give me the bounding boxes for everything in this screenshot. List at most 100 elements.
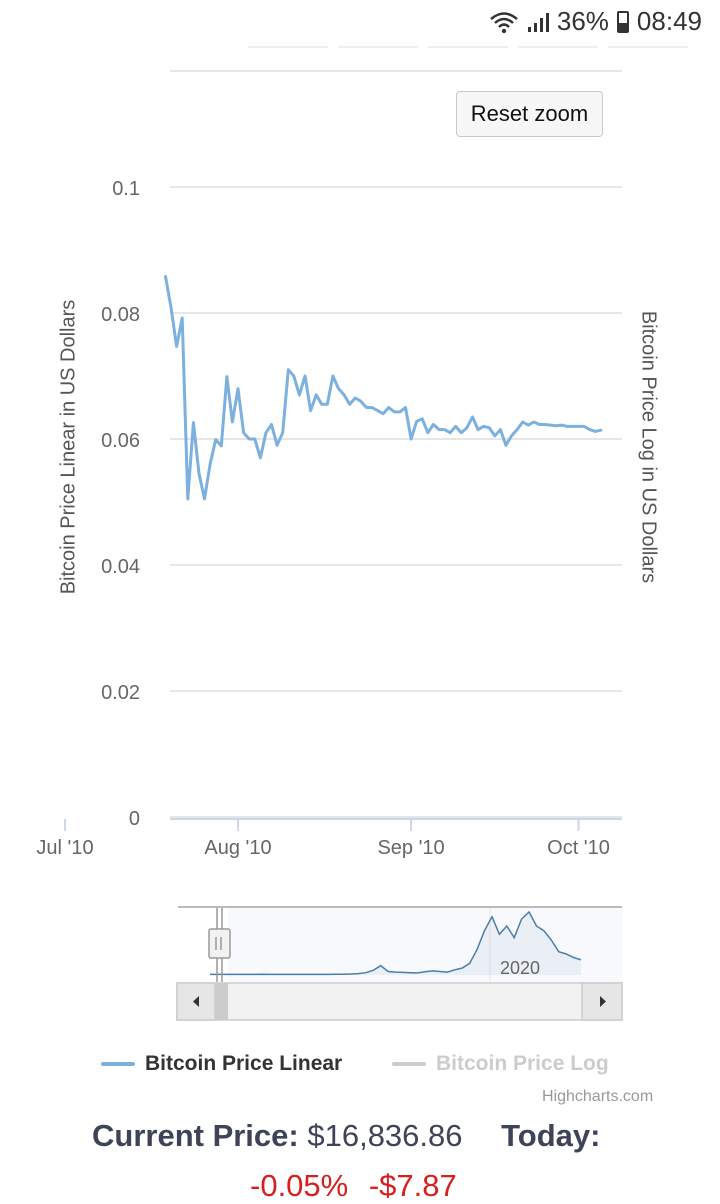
navigator-series <box>210 910 582 976</box>
data-point <box>411 439 412 440</box>
grid-lines <box>170 70 622 818</box>
arrow-right-icon <box>600 996 606 1007</box>
data-point <box>528 425 529 426</box>
y-tick-label: 0.04 <box>101 556 140 578</box>
range-button[interactable] <box>248 40 328 48</box>
legend-item-log[interactable]: Bitcoin Price Log <box>392 1052 609 1076</box>
y-axis-title-right: Bitcoin Price Log in US Dollars <box>637 310 660 584</box>
data-point <box>349 404 350 405</box>
wifi-icon <box>490 11 518 33</box>
y-tick-label: 0.02 <box>101 682 140 704</box>
data-point <box>238 388 239 389</box>
data-point <box>221 445 222 446</box>
clock-time: 08:49 <box>636 6 702 36</box>
data-point <box>327 404 328 405</box>
data-point <box>556 425 557 426</box>
scroll-left-button[interactable] <box>176 982 216 1021</box>
data-point <box>271 424 272 425</box>
navigator[interactable]: 2020 <box>178 906 622 982</box>
navigator-mask <box>228 908 622 982</box>
data-point <box>539 424 540 425</box>
data-point <box>517 429 518 430</box>
scroll-right-button[interactable] <box>581 982 623 1021</box>
range-button[interactable] <box>428 40 508 48</box>
current-price-value: $16,836.86 <box>307 1118 463 1153</box>
data-point <box>388 407 389 408</box>
range-selector <box>248 40 688 48</box>
credits-link[interactable]: Highcharts.com <box>542 1088 654 1105</box>
data-point <box>299 394 300 395</box>
data-point <box>505 445 506 446</box>
data-point <box>600 430 601 431</box>
data-point <box>360 401 361 402</box>
data-point <box>293 376 294 377</box>
y-tick-label: 0.08 <box>101 304 140 326</box>
data-point <box>265 432 266 433</box>
data-point <box>176 346 177 347</box>
data-point <box>466 427 467 428</box>
data-point <box>572 426 573 427</box>
data-point <box>332 376 333 377</box>
data-point <box>372 407 373 408</box>
reset-zoom-button[interactable]: Reset zoom <box>456 91 603 137</box>
data-point <box>455 426 456 427</box>
y-tick-label: 0.1 <box>112 178 140 200</box>
data-point <box>450 432 451 433</box>
data-point <box>199 473 200 474</box>
range-button[interactable] <box>338 40 418 48</box>
data-point <box>305 376 306 377</box>
series-line-bitcoin-price-linear <box>164 275 603 501</box>
data-point <box>550 425 551 426</box>
scrollbar-thumb[interactable] <box>214 983 228 1020</box>
data-point <box>511 435 512 436</box>
data-point <box>489 427 490 428</box>
data-point <box>260 457 261 458</box>
data-point <box>338 388 339 389</box>
data-point <box>578 426 579 427</box>
data-point <box>215 439 216 440</box>
scrollbar[interactable] <box>176 982 623 1021</box>
change-percent: -0.05% <box>250 1168 349 1203</box>
data-point <box>288 369 289 370</box>
data-point <box>394 411 395 412</box>
range-button[interactable] <box>518 40 598 48</box>
price-chart[interactable]: 0 0.02 0.04 0.06 0.08 0.1 Jul '10 Aug '10 Sep '… <box>0 0 720 1040</box>
data-point <box>204 498 205 499</box>
data-point <box>232 422 233 423</box>
data-point <box>584 426 585 427</box>
data-point <box>427 432 428 433</box>
data-point <box>366 407 367 408</box>
data-point <box>545 424 546 425</box>
data-point <box>416 421 417 422</box>
data-point <box>399 411 400 412</box>
today-label: Today: <box>501 1118 601 1153</box>
data-point <box>422 418 423 419</box>
legend-item-linear[interactable]: Bitcoin Price Linear <box>101 1052 342 1076</box>
battery-percent: 36% <box>556 6 609 36</box>
x-tick-label: Sep '10 <box>377 837 444 859</box>
data-point <box>165 276 166 277</box>
data-point <box>321 404 322 405</box>
data-point <box>226 376 227 377</box>
data-point <box>595 431 596 432</box>
data-point <box>433 424 434 425</box>
data-point <box>316 394 317 395</box>
data-point <box>254 439 255 440</box>
x-tick-label: Oct '10 <box>547 837 610 859</box>
data-point <box>193 422 194 423</box>
range-button[interactable] <box>608 40 688 48</box>
navigator-handle[interactable] <box>208 928 231 959</box>
current-price-line: Current Price: $16,836.86 Today: <box>92 1118 600 1154</box>
y-axis-ticks: 0 0.02 0.04 0.06 0.08 0.1 <box>101 178 140 830</box>
data-point <box>282 432 283 433</box>
series-points <box>165 276 601 499</box>
y-tick-label: 0 <box>129 808 140 830</box>
scrollbar-track[interactable] <box>176 982 623 1021</box>
data-point <box>405 407 406 408</box>
legend-label: Bitcoin Price Linear <box>145 1052 343 1075</box>
status-bar: 36% 08:49 <box>0 0 720 44</box>
data-point <box>249 439 250 440</box>
legend-swatch <box>101 1062 135 1066</box>
data-point <box>500 429 501 430</box>
battery-icon <box>616 10 629 33</box>
